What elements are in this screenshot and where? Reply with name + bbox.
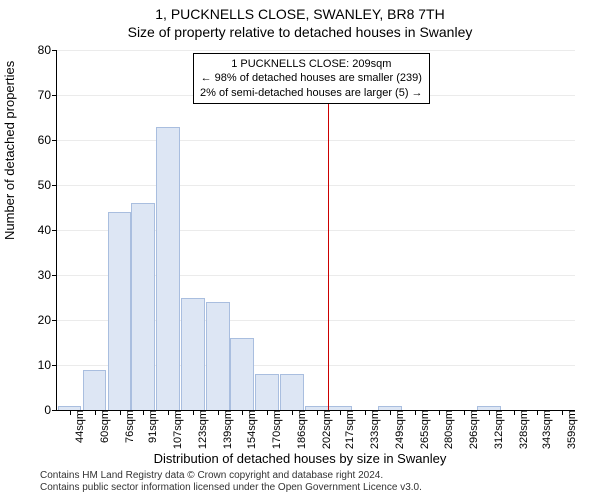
histogram-bar <box>58 406 82 411</box>
x-tick-label: 123sqm <box>193 410 209 449</box>
x-tick-label: 233sqm <box>365 410 381 449</box>
y-tick-label: 80 <box>38 43 57 57</box>
x-tick-label: 312sqm <box>489 410 505 449</box>
x-tick-label: 217sqm <box>340 410 356 449</box>
page-title: 1, PUCKNELLS CLOSE, SWANLEY, BR8 7TH <box>0 6 600 22</box>
y-tick-label: 70 <box>38 88 57 102</box>
gridline <box>57 185 575 186</box>
histogram-bar <box>181 298 205 411</box>
x-tick-label: 139sqm <box>218 410 234 449</box>
annotation-box: 1 PUCKNELLS CLOSE: 209sqm← 98% of detach… <box>193 53 430 104</box>
page-subtitle: Size of property relative to detached ho… <box>0 24 600 40</box>
histogram-bar <box>328 406 352 411</box>
chart-plot-area: 0102030405060708044sqm60sqm76sqm91sqm107… <box>56 50 575 411</box>
histogram-bar <box>255 374 279 410</box>
x-tick-label: 170sqm <box>267 410 283 449</box>
x-tick-label: 107sqm <box>168 410 184 449</box>
x-tick-label: 265sqm <box>415 410 431 449</box>
x-tick-label: 296sqm <box>464 410 480 449</box>
x-tick-label: 343sqm <box>537 410 553 449</box>
gridline <box>57 50 575 51</box>
y-tick-label: 40 <box>38 223 57 237</box>
histogram-bar <box>83 370 107 411</box>
attribution: Contains HM Land Registry data © Crown c… <box>40 470 422 494</box>
y-tick-label: 60 <box>38 133 57 147</box>
histogram-bar <box>477 406 501 411</box>
y-tick-label: 50 <box>38 178 57 192</box>
histogram-bar <box>131 203 155 410</box>
y-tick-label: 30 <box>38 268 57 282</box>
x-tick-label: 328sqm <box>514 410 530 449</box>
x-axis-label: Distribution of detached houses by size … <box>0 451 600 466</box>
histogram-bar <box>280 374 304 410</box>
reference-marker <box>328 93 329 410</box>
histogram-bar <box>156 127 180 411</box>
x-tick-label: 202sqm <box>317 410 333 449</box>
x-tick-label: 280sqm <box>439 410 455 449</box>
x-tick-label: 76sqm <box>120 410 136 443</box>
histogram-bar <box>230 338 254 410</box>
y-tick-label: 10 <box>38 358 57 372</box>
histogram-bar <box>206 302 230 410</box>
histogram-bar <box>108 212 132 410</box>
x-tick-label: 186sqm <box>292 410 308 449</box>
y-axis-label: Number of detached properties <box>2 61 17 240</box>
x-tick-label: 91sqm <box>143 410 159 443</box>
x-tick-label: 249sqm <box>390 410 406 449</box>
histogram-bar <box>305 406 329 411</box>
x-tick-label: 359sqm <box>562 410 578 449</box>
x-tick-label: 44sqm <box>70 410 86 443</box>
x-tick-label: 154sqm <box>242 410 258 449</box>
y-tick-label: 20 <box>38 313 57 327</box>
histogram-bar <box>378 406 402 411</box>
x-tick-label: 60sqm <box>95 410 111 443</box>
gridline <box>57 140 575 141</box>
y-tick-label: 0 <box>44 403 57 417</box>
